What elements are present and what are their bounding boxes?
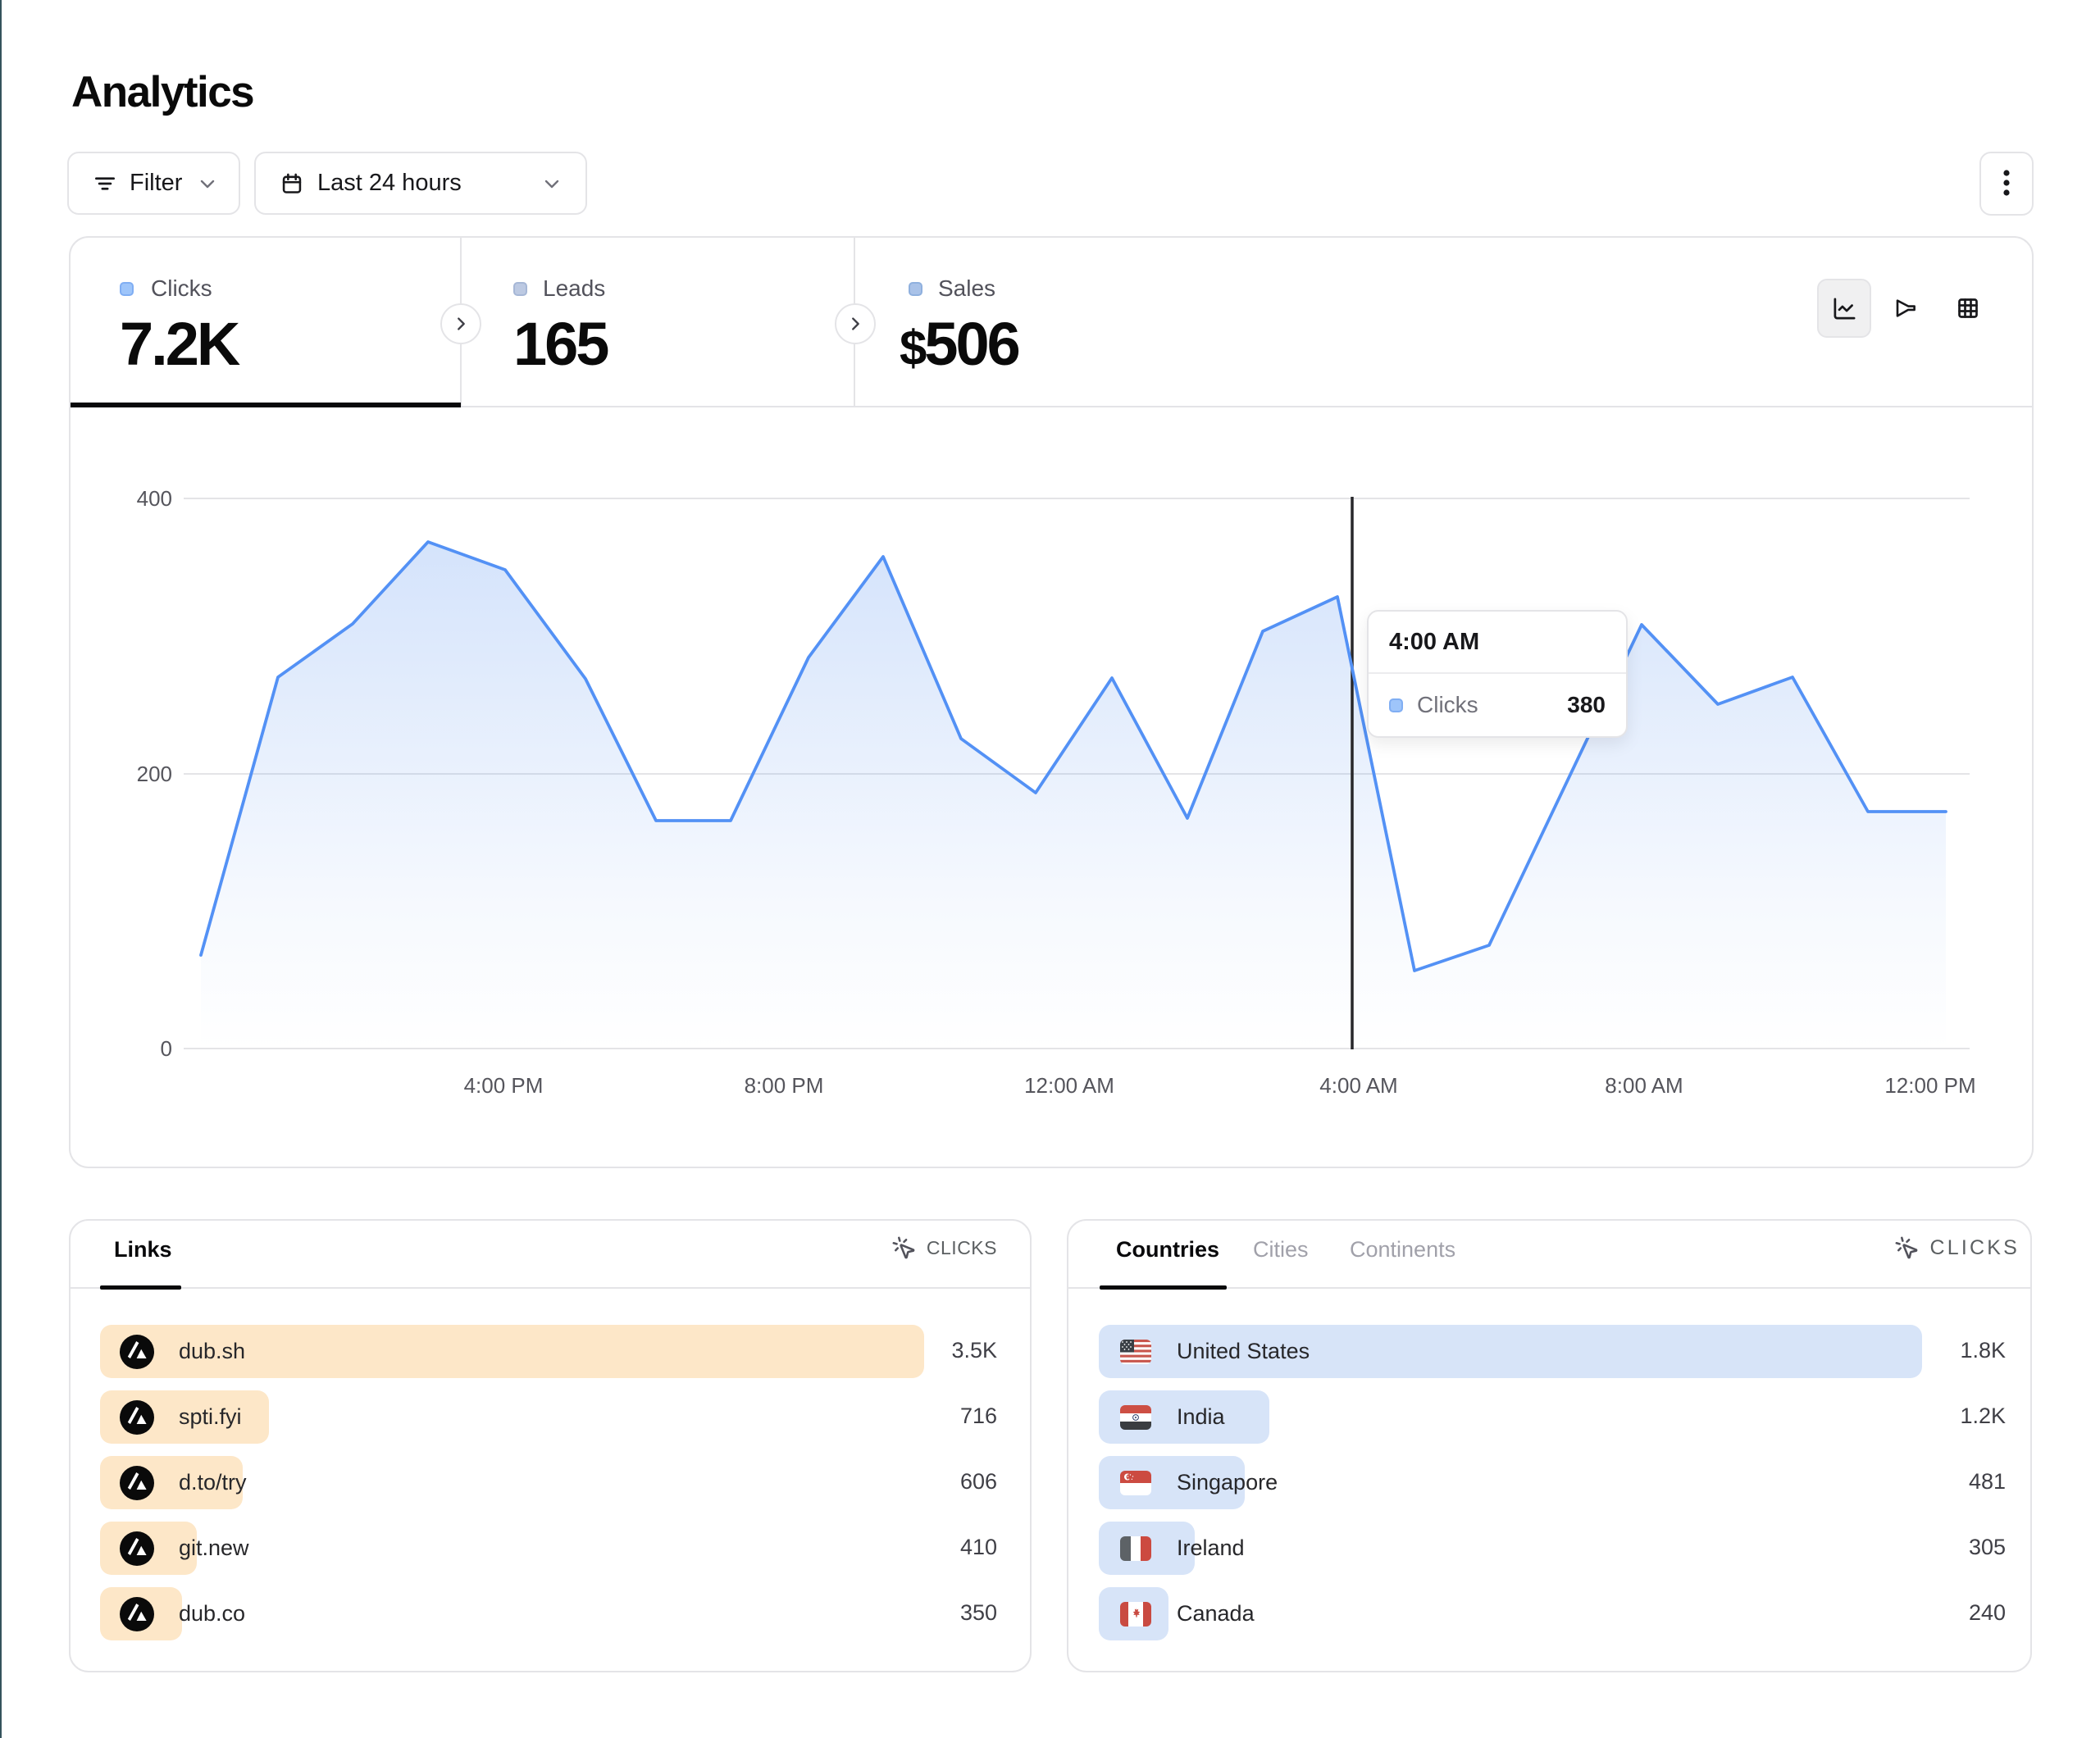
- svg-text:8:00 PM: 8:00 PM: [745, 1073, 824, 1098]
- svg-text:8:00 AM: 8:00 AM: [1605, 1073, 1683, 1098]
- svg-text:4:00 PM: 4:00 PM: [464, 1073, 544, 1098]
- svg-text:4:00 AM: 4:00 AM: [1319, 1073, 1397, 1098]
- svg-text:12:00 AM: 12:00 AM: [1024, 1073, 1114, 1098]
- svg-text:200: 200: [137, 762, 172, 786]
- svg-text:0: 0: [161, 1036, 172, 1061]
- svg-text:400: 400: [137, 486, 172, 511]
- svg-text:12:00 PM: 12:00 PM: [1884, 1073, 1975, 1098]
